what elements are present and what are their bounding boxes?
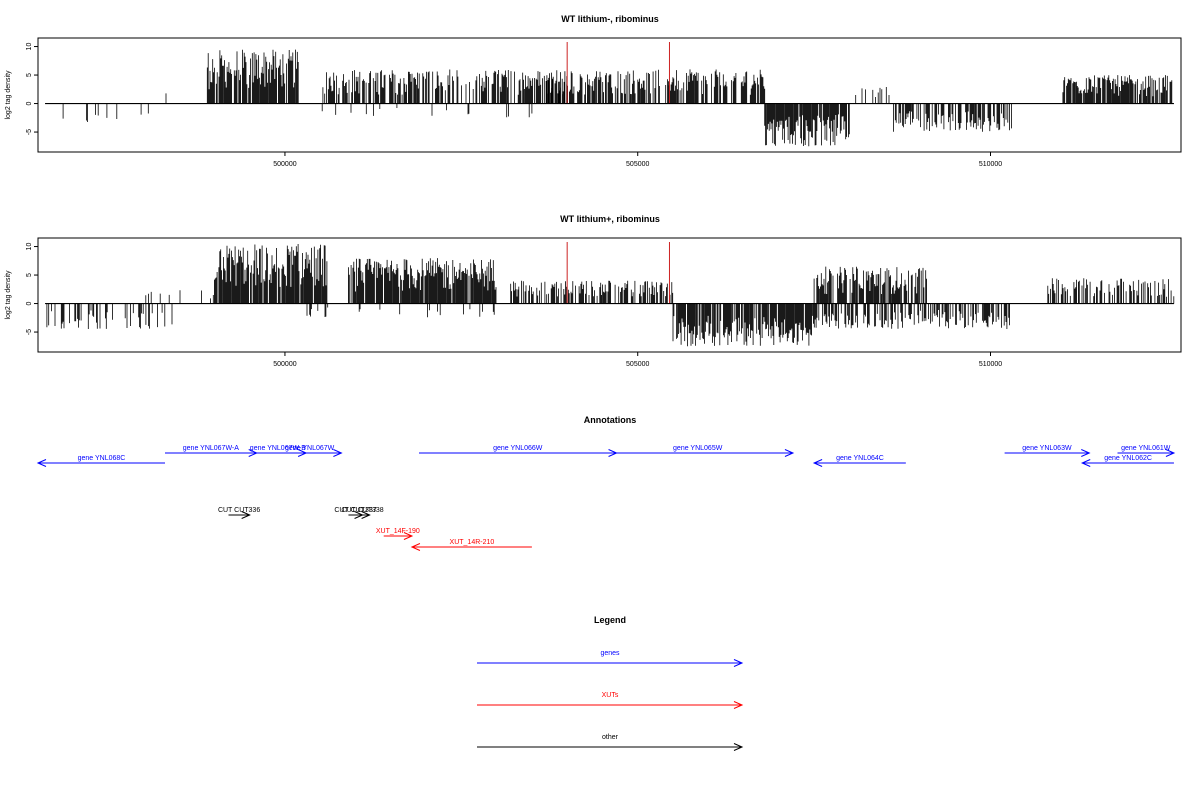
feature-gene-ynl065w: gene YNL065W bbox=[602, 445, 795, 457]
feature-label: gene YNL061W bbox=[1121, 445, 1171, 452]
feature-arrowhead bbox=[410, 543, 421, 551]
feature-label: gene YNL068C bbox=[78, 455, 126, 462]
feature-cut-cut338: CUT CUT338 bbox=[341, 507, 384, 519]
feature-arrowhead bbox=[403, 532, 414, 540]
marker-lines bbox=[566, 242, 670, 304]
x-tick-label: 500000 bbox=[273, 161, 296, 168]
feature-label: gene YNL067W bbox=[285, 445, 335, 452]
legend-item-other: other bbox=[477, 734, 744, 751]
feature-label: gene YNL066W bbox=[493, 445, 543, 452]
x-tick-label: 500000 bbox=[273, 361, 296, 368]
feature-arrowhead bbox=[333, 449, 343, 457]
legend-label: genes bbox=[600, 650, 620, 657]
feature-gene-ynl063w: gene YNL063W bbox=[1004, 445, 1091, 457]
y-tick-label: 10 bbox=[26, 43, 33, 51]
y-tick-label: 5 bbox=[26, 273, 33, 277]
y-axis-label: log2 tag density bbox=[5, 70, 12, 120]
feature-label: gene YNL064C bbox=[836, 455, 884, 462]
feature-label: gene YNL062C bbox=[1104, 455, 1152, 462]
feature-gene-ynl068c: gene YNL068C bbox=[36, 455, 165, 467]
feature-xut-14f-190: XUT_14F-190 bbox=[376, 528, 420, 540]
y-tick-label: 0 bbox=[26, 302, 33, 306]
marker-lines bbox=[566, 42, 670, 104]
feature-label: XUT_14F-190 bbox=[376, 528, 420, 535]
annotations-title: Annotations bbox=[584, 415, 637, 425]
feature-gene-ynl064c: gene YNL064C bbox=[812, 455, 906, 467]
feature-xut-14r-210: XUT_14R-210 bbox=[410, 539, 532, 551]
legend-label: XUTs bbox=[602, 692, 619, 699]
legend: Legend genes XUTs other bbox=[477, 615, 744, 751]
y-tick-label: -5 bbox=[26, 329, 33, 335]
feature-label: gene YNL067W-A bbox=[183, 445, 239, 452]
density-bar-path bbox=[46, 244, 1175, 347]
feature-label: CUT CUT337 bbox=[334, 507, 376, 514]
x-tick-label: 505000 bbox=[626, 361, 649, 368]
panel-title: WT lithium+, ribominus bbox=[560, 214, 660, 224]
legend-arrowhead bbox=[733, 743, 744, 751]
legend-item-genes: genes bbox=[477, 650, 744, 667]
x-tick-label: 510000 bbox=[979, 361, 1002, 368]
density-bars bbox=[46, 244, 1175, 347]
feature-label: XUT_14R-210 bbox=[450, 539, 495, 546]
feature-arrowhead bbox=[812, 459, 823, 467]
legend-arrowhead bbox=[733, 701, 744, 709]
x-ticks: 500000 505000 510000 bbox=[273, 152, 1002, 168]
legend-title: Legend bbox=[594, 615, 626, 625]
feature-arrowhead bbox=[241, 511, 251, 519]
y-tick-label: 5 bbox=[26, 73, 33, 77]
legend-arrowhead bbox=[733, 659, 744, 667]
y-ticks: -5 0 5 10 bbox=[26, 43, 38, 135]
feature-label: gene YNL065W bbox=[673, 445, 723, 452]
panel-title: WT lithium-, ribominus bbox=[561, 14, 659, 24]
density-bar-path bbox=[62, 49, 1173, 147]
track-panel-lithium-minus: WT lithium-, ribominus log2 tag density … bbox=[5, 14, 1182, 168]
feature-cut-cut336: CUT CUT336 bbox=[218, 507, 260, 519]
feature-label: CUT CUT336 bbox=[218, 507, 260, 514]
track-panel-lithium-plus: WT lithium+, ribominus log2 tag density … bbox=[5, 214, 1182, 368]
legend-label: other bbox=[602, 734, 619, 741]
y-ticks: -5 0 5 10 bbox=[26, 243, 38, 335]
feature-arrowhead bbox=[1165, 449, 1176, 457]
feature-arrowhead bbox=[784, 449, 795, 457]
y-tick-label: 0 bbox=[26, 102, 33, 106]
plot-frame bbox=[37, 237, 1182, 353]
y-axis-label: log2 tag density bbox=[5, 270, 12, 320]
feature-arrows: gene YNL068C gene YNL067W-A gene YNL067W-B… bbox=[36, 445, 1176, 551]
feature-label: CUT CUT338 bbox=[341, 507, 383, 514]
feature-gene-ynl062c: gene YNL062C bbox=[1080, 455, 1174, 467]
x-tick-label: 510000 bbox=[979, 161, 1002, 168]
x-tick-label: 505000 bbox=[626, 161, 649, 168]
feature-arrowhead bbox=[36, 459, 47, 467]
feature-gene-ynl066w: gene YNL066W bbox=[419, 445, 618, 457]
legend-item-xuts: XUTs bbox=[477, 692, 744, 709]
feature-arrowhead bbox=[361, 511, 371, 519]
feature-label: gene YNL067W-B bbox=[250, 445, 306, 452]
feature-gene-ynl067w-a: gene YNL067W-A bbox=[165, 445, 258, 457]
feature-label: gene YNL063W bbox=[1022, 445, 1072, 452]
feature-gene-ynl067w: gene YNL067W bbox=[277, 445, 343, 457]
plot-frame bbox=[37, 37, 1182, 153]
feature-arrowhead bbox=[1080, 459, 1091, 467]
x-ticks: 500000 505000 510000 bbox=[273, 352, 1002, 368]
feature-arrowhead bbox=[1081, 449, 1091, 457]
y-tick-label: -5 bbox=[26, 129, 33, 135]
legend-items: genes XUTs other bbox=[477, 650, 744, 751]
feature-gene-ynl061w: gene YNL061W bbox=[1117, 445, 1176, 457]
y-tick-label: 10 bbox=[26, 243, 33, 251]
density-bars bbox=[62, 49, 1173, 147]
